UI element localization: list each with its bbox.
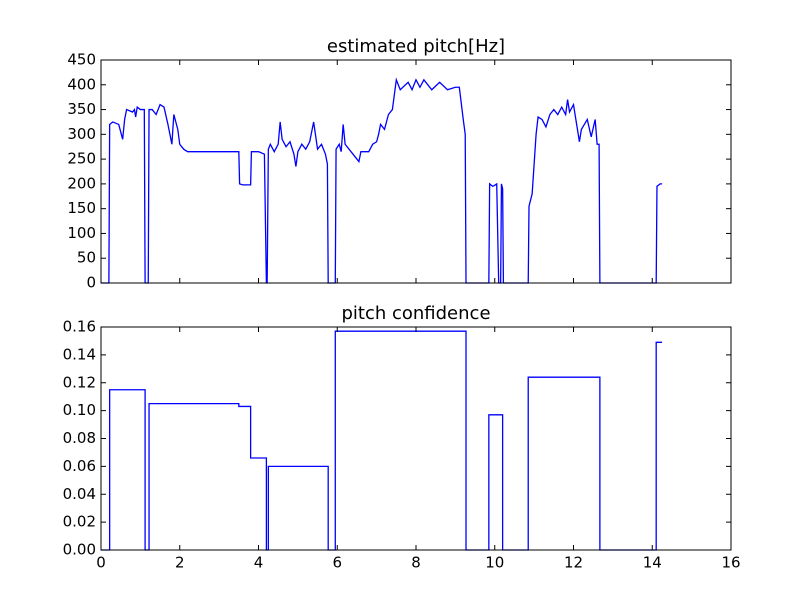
x-tick-label: 2: [175, 554, 185, 572]
y-tick-label: 150: [67, 199, 96, 217]
y-tick-label: 0.16: [63, 318, 96, 336]
y-tick-label: 0.08: [63, 429, 96, 447]
chart-title: estimated pitch[Hz]: [327, 36, 505, 57]
y-tick-label: 0.14: [63, 345, 96, 363]
plot-area: [101, 327, 731, 550]
y-tick-label: 0.00: [63, 541, 96, 559]
y-tick-label: 0.12: [63, 373, 96, 391]
pitch-line: [101, 77, 663, 284]
pitch-line: [101, 330, 663, 551]
y-tick-label: 0.10: [63, 401, 96, 419]
x-tick-label: 14: [643, 554, 662, 572]
y-tick-label: 350: [67, 100, 96, 118]
x-tick-label: 6: [332, 554, 342, 572]
y-tick-label: 300: [67, 125, 96, 143]
y-tick-label: 0.04: [63, 485, 96, 503]
y-tick-label: 250: [67, 150, 96, 168]
y-tick-label: 0.06: [63, 457, 96, 475]
y-tick-label: 400: [67, 75, 96, 93]
x-tick-label: 0: [96, 554, 106, 572]
y-tick-label: 0.02: [63, 513, 96, 531]
x-tick-label: 12: [564, 554, 583, 572]
x-tick-label: 4: [254, 554, 264, 572]
y-tick-label: 50: [77, 249, 96, 267]
x-tick-label: 8: [411, 554, 421, 572]
x-tick-label: 10: [485, 554, 504, 572]
y-tick-label: 0: [86, 274, 96, 292]
plot-area: [101, 60, 731, 283]
y-tick-label: 100: [67, 224, 96, 242]
y-tick-label: 450: [67, 51, 96, 69]
chart-title: pitch confidence: [341, 303, 490, 324]
y-tick-label: 200: [67, 174, 96, 192]
x-tick-label: 16: [721, 554, 740, 572]
